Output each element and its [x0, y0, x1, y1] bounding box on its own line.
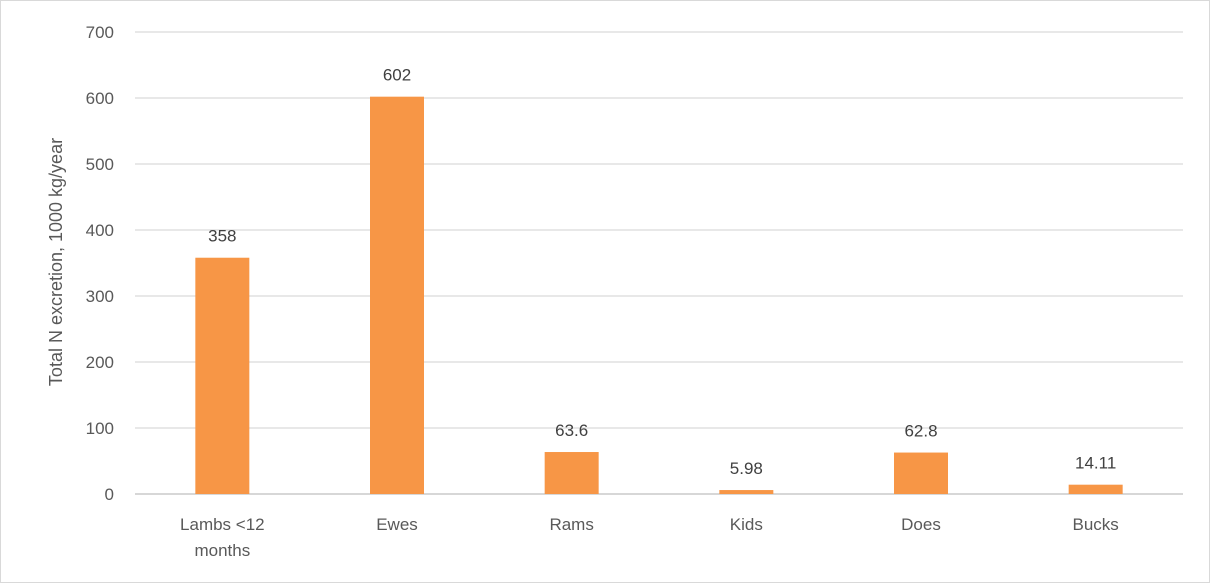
data-label: 5.98: [730, 459, 763, 478]
bars: [195, 96, 1123, 495]
x-tick-label: Rams: [549, 515, 593, 534]
bar: [719, 490, 774, 494]
bar: [1068, 484, 1123, 494]
x-tick-label: Lambs <12 months: [180, 515, 265, 560]
x-tick-label: Ewes: [376, 515, 418, 534]
data-label: 63.6: [555, 421, 588, 440]
y-tick-label: 700: [86, 23, 114, 42]
x-tick-label: Bucks: [1073, 515, 1119, 534]
x-axis-ticks: Lambs <12 months Ewes Rams Kids Does Bucks: [180, 515, 1119, 560]
y-tick-label: 100: [86, 419, 114, 438]
bar: [370, 96, 424, 495]
y-tick-label: 400: [86, 221, 114, 240]
bar: [894, 452, 948, 494]
gridlines: [135, 31, 1183, 495]
y-axis-ticks: 0 100 200 300 400 500 600 700: [86, 23, 114, 504]
y-tick-label: 500: [86, 155, 114, 174]
data-labels: 358 602 63.6 5.98 62.8 14.11: [208, 66, 1116, 478]
y-tick-label: 0: [105, 485, 114, 504]
data-label: 602: [383, 66, 411, 85]
y-tick-label: 200: [86, 353, 114, 372]
y-tick-label: 300: [86, 287, 114, 306]
x-tick-label: Kids: [730, 515, 763, 534]
bar: [544, 452, 599, 494]
data-label: 62.8: [904, 422, 937, 441]
x-tick-label: Does: [901, 515, 941, 534]
data-label: 14.11: [1075, 454, 1116, 473]
bar: [195, 257, 250, 494]
data-label: 358: [208, 227, 236, 246]
y-tick-label: 600: [86, 89, 114, 108]
y-axis-label: Total N excretion, 1000 kg/year: [46, 138, 66, 386]
